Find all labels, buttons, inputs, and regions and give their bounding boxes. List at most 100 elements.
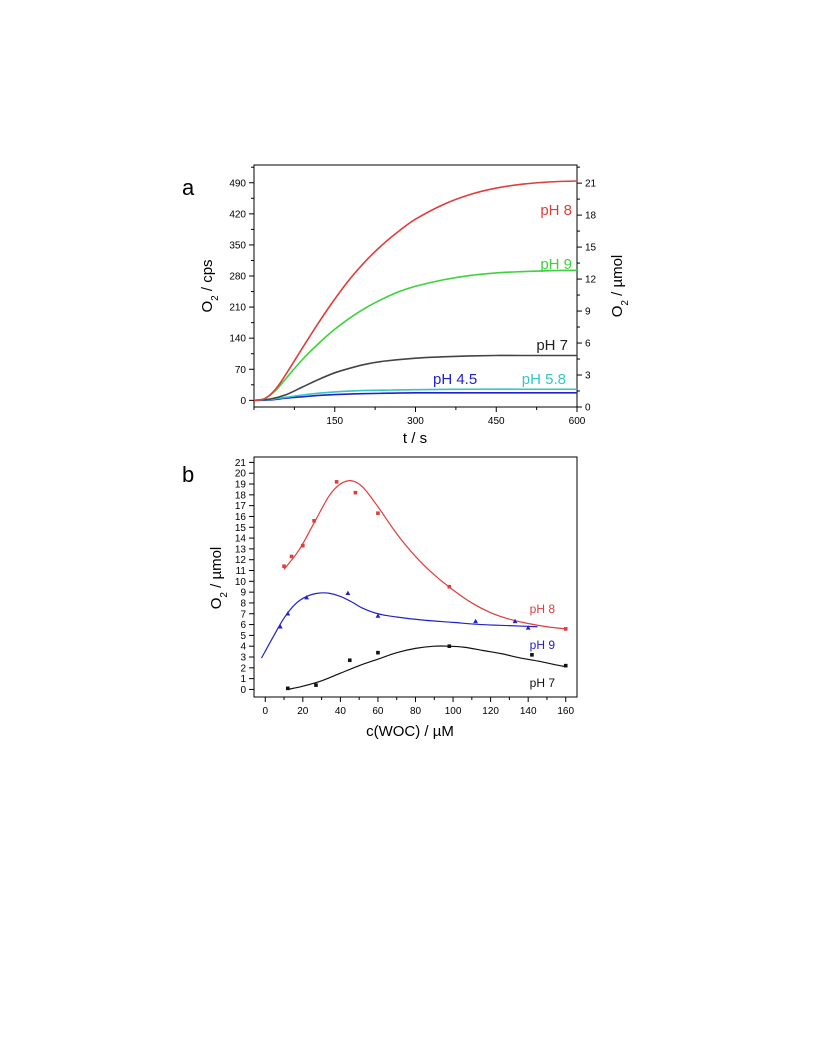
series-label-ph7-a: pH 7: [536, 337, 568, 354]
panel-b-x-tick-label: 40: [335, 706, 347, 717]
panel-a-x-tick-label: 600: [569, 416, 586, 427]
panel-b-y-tick-label: 13: [235, 544, 247, 555]
panel-a-right-y-tick-label: 21: [585, 179, 597, 190]
panel-b-frame: [253, 456, 578, 698]
panel-a-right-y-axis: 0 3 6 9 12 15 18 21: [577, 166, 597, 414]
data-point-ph8-b: [353, 490, 358, 495]
data-point-ph7-b: [563, 663, 568, 668]
panel-a-y-tick-label: 0: [240, 396, 246, 407]
panel-a-x-tick-label: 300: [407, 416, 424, 427]
data-point-ph8-b: [301, 543, 305, 548]
data-point-ph7-b: [286, 686, 290, 691]
panel-a-series: [253, 180, 578, 402]
fit-line-ph9-b: [260, 592, 538, 659]
panel-b-y-tick-label: 16: [235, 512, 247, 523]
data-point-ph7-b: [376, 650, 380, 655]
series-label-ph58-a: pH 5.8: [522, 371, 566, 388]
panel-a-right-y-tick-label: 0: [585, 403, 591, 414]
data-point-ph9-b: [277, 624, 283, 629]
data-point-ph8-b: [563, 627, 568, 631]
data-point-ph9-b: [345, 590, 351, 596]
panel-b-y-tick-label: 20: [235, 469, 247, 480]
panel-a-y-label: O2 / cps: [199, 259, 221, 312]
data-point-ph9-b: [512, 618, 518, 624]
series-label-ph9-a: pH 9: [540, 256, 572, 273]
data-point-ph8-b: [334, 480, 339, 484]
panel-b-x-tick-label: 60: [372, 706, 384, 717]
panel-b-x-tick-label: 160: [557, 706, 574, 717]
panel-b-y-tick-label: 12: [235, 555, 247, 566]
panel-a-y-tick-label: 280: [229, 272, 246, 283]
panel-b-y-tick-label: 18: [235, 490, 247, 501]
series-line-ph58-a: [253, 388, 577, 402]
series-label-ph7-b: pH 7: [530, 676, 556, 690]
series-line-ph8-a: [253, 180, 578, 402]
data-point-ph8-b: [312, 518, 316, 523]
panel-a-right-y-tick-label: 12: [585, 275, 597, 286]
panel-b-series: [260, 480, 568, 691]
panel-a-y-right-label: O2 / µmol: [609, 255, 631, 318]
data-point-ph9-b: [525, 625, 531, 630]
series-line-ph45-a: [253, 391, 577, 402]
panel-b-y-tick-label: 15: [235, 523, 247, 534]
panel-b-y-tick-label: 9: [240, 588, 246, 599]
panel-b-x-tick-label: 100: [445, 706, 462, 717]
data-point-ph7-b: [347, 658, 352, 663]
panel-a-x-label: t / s: [403, 430, 427, 447]
panel-b-y-tick-label: 17: [235, 501, 247, 512]
panel-a-left-y-axis: 0 70 140 210 280 350 420 490: [229, 166, 254, 407]
panel-b-y-tick-label: 8: [240, 598, 246, 609]
panel-b-y-tick-label: 14: [235, 534, 247, 545]
panel-a-y-tick-label: 420: [229, 209, 246, 220]
series-label-ph9-b: pH 9: [530, 638, 556, 652]
panel-b-x-label: c(WOC) / µM: [366, 723, 454, 740]
panel-a-right-y-tick-label: 15: [585, 243, 597, 254]
panel-b-y-tick-label: 10: [235, 577, 247, 588]
panel-b-x-tick-label: 20: [297, 706, 309, 717]
series-label-ph8-a: pH 8: [540, 202, 572, 219]
data-point-ph7-b: [447, 644, 452, 648]
panel-b-x-axis: 0 20 40 60 80 100 120 140 160: [262, 697, 575, 717]
panel-a-y-tick-label: 70: [235, 365, 247, 376]
panel-b-y-label: O2 / µmol: [208, 547, 230, 610]
panel-a-right-y-tick-label: 3: [585, 371, 591, 382]
data-point-ph9-b: [473, 618, 478, 624]
panel-b-x-tick-label: 0: [262, 706, 268, 717]
data-point-ph8-b: [376, 511, 380, 516]
series-line-ph9-a: [253, 269, 578, 402]
panel-b-y-tick-label: 5: [240, 631, 246, 642]
data-point-ph7-b: [530, 653, 534, 657]
fit-line-ph8-b: [283, 480, 566, 630]
fit-line-ph7-b: [287, 645, 566, 691]
panel-a-y-tick-label: 140: [229, 334, 246, 345]
data-point-ph8-b: [447, 584, 452, 589]
data-point-ph9-b: [375, 613, 381, 618]
data-point-ph9-b: [285, 611, 291, 616]
panel-b-y-tick-label: 0: [240, 685, 246, 696]
panel-b-y-tick-label: 7: [240, 609, 246, 620]
data-point-ph9-b: [304, 594, 309, 600]
panel-b-y-tick-label: 2: [240, 663, 246, 674]
panel-a-x-tick-label: 150: [326, 416, 343, 427]
panel-a-x-tick-label: 450: [488, 416, 505, 427]
panel-a-x-axis: 150 300 450 600: [253, 407, 586, 427]
panel-label-b: b: [182, 462, 194, 487]
panel-b-y-tick-label: 21: [235, 458, 247, 469]
data-point-ph7-b: [314, 683, 318, 687]
panel-label-a: a: [182, 175, 195, 200]
panel-a-y-tick-label: 490: [229, 178, 246, 189]
series-label-ph8-b: pH 8: [530, 602, 556, 616]
panel-a-y-tick-label: 350: [229, 240, 246, 251]
panel-b-y-tick-label: 19: [235, 480, 247, 491]
panel-b-x-tick-label: 140: [520, 706, 537, 717]
panel-b-y-tick-label: 1: [240, 674, 246, 685]
panel-b-y-tick-label: 3: [240, 653, 246, 664]
panel-a-right-y-tick-label: 6: [585, 339, 591, 350]
panel-a-right-y-tick-label: 9: [585, 307, 591, 318]
panel-b-x-tick-label: 120: [482, 706, 499, 717]
data-point-ph8-b: [289, 554, 294, 559]
series-label-ph45-a: pH 4.5: [433, 371, 477, 388]
panel-b-x-tick-label: 80: [410, 706, 422, 717]
